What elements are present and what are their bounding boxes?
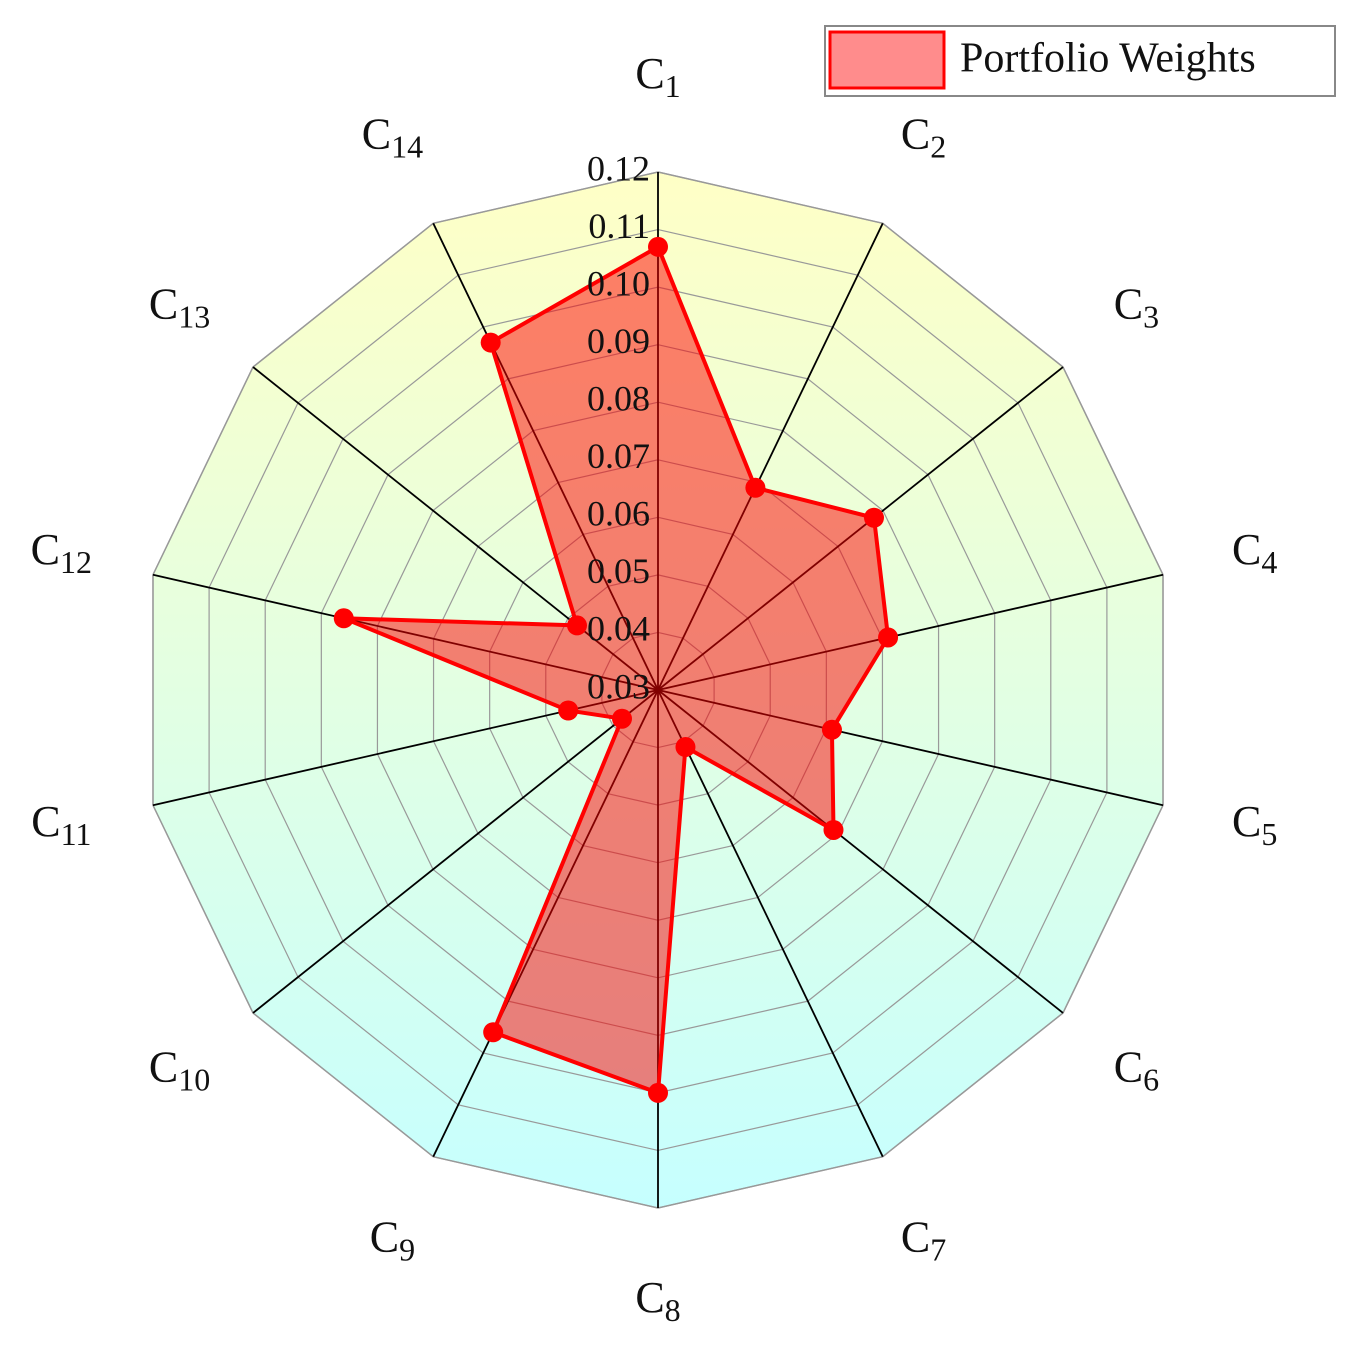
category-label: C1 [635, 49, 680, 104]
legend-label: Portfolio Weights [960, 36, 1256, 82]
y-tick-label: 0.04 [587, 609, 650, 649]
category-label: C9 [370, 1212, 415, 1267]
y-tick-label: 0.11 [588, 206, 650, 246]
category-label: C12 [31, 525, 92, 580]
category-label: C6 [1114, 1043, 1159, 1098]
data-point [823, 819, 844, 840]
data-point [675, 737, 696, 758]
data-point [821, 719, 842, 740]
category-label: C10 [149, 1043, 210, 1098]
data-point [483, 1022, 504, 1043]
category-label: C3 [1114, 280, 1159, 335]
data-point [878, 627, 899, 648]
legend-box [824, 25, 1336, 97]
y-tick-label: 0.09 [587, 321, 650, 361]
data-point [648, 1082, 668, 1103]
category-label: C14 [362, 110, 423, 165]
y-tick-label: 0.12 [587, 148, 650, 188]
y-tick-label: 0.07 [587, 436, 650, 476]
legend-swatch [828, 30, 946, 90]
data-point [612, 708, 633, 729]
category-label: C4 [1232, 525, 1277, 580]
y-tick-label: 0.03 [587, 666, 650, 706]
spoke [657, 689, 884, 1158]
category-label: C5 [1232, 797, 1277, 852]
data-point [863, 507, 884, 528]
y-tick-label: 0.05 [587, 551, 650, 591]
data-point [745, 477, 766, 498]
y-tick-label: 0.08 [587, 378, 650, 418]
data-point [648, 236, 668, 257]
data-point [567, 615, 588, 636]
category-label: C13 [149, 280, 210, 335]
category-label: C8 [635, 1273, 680, 1328]
spoke [252, 689, 659, 1014]
data-point [558, 700, 579, 721]
data-point [333, 608, 354, 629]
category-label: C11 [31, 797, 91, 852]
category-label: C7 [901, 1212, 946, 1267]
y-tick-label: 0.06 [587, 494, 650, 534]
y-tick-label: 0.10 [587, 263, 650, 303]
data-point [480, 332, 501, 353]
category-label: C2 [901, 110, 946, 165]
